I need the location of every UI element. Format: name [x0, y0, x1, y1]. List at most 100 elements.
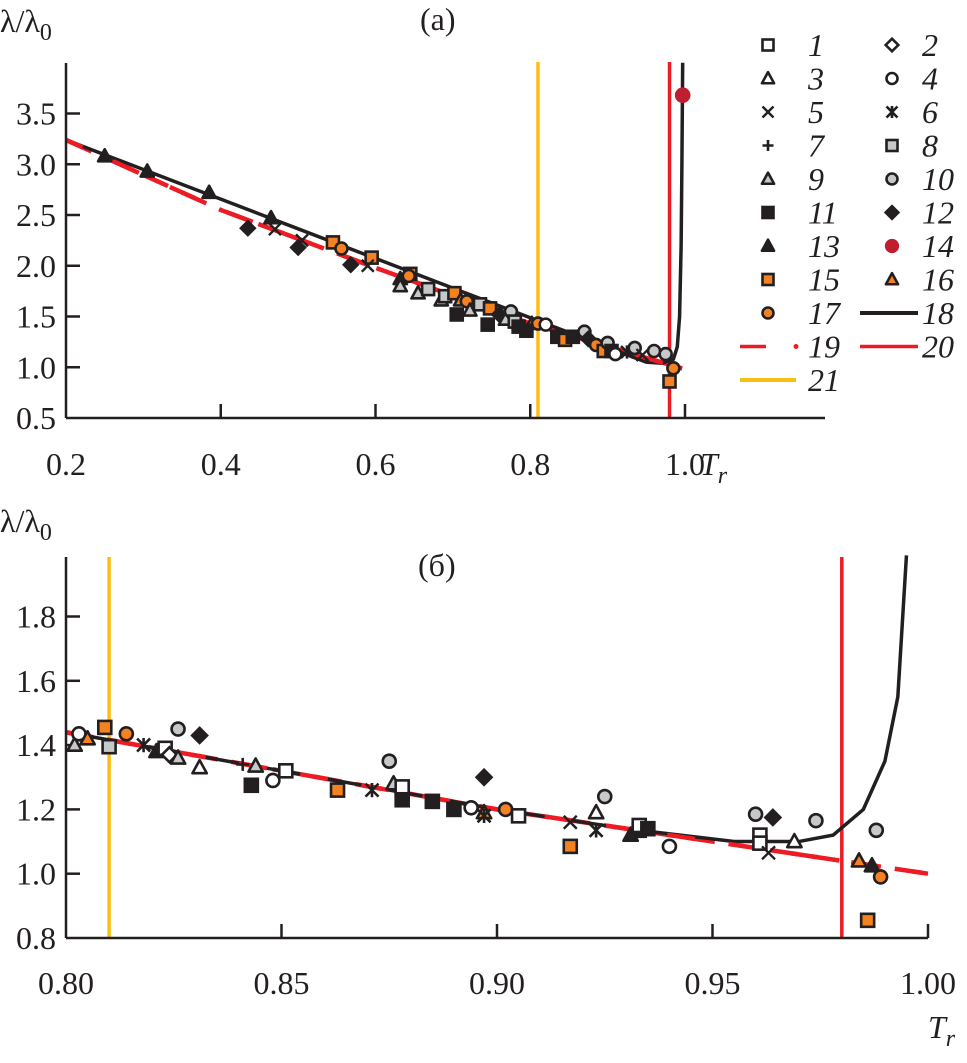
- data-point-series-11: [394, 791, 410, 808]
- legend-marker: [885, 71, 899, 86]
- legend-label: 16: [922, 262, 954, 298]
- data-point-series-1: [278, 763, 294, 779]
- legend-label: 20: [922, 329, 954, 365]
- fit-curve-series-18: [65, 62, 685, 365]
- legend-entry-16: 16: [884, 262, 954, 298]
- legend-marker: [885, 172, 899, 186]
- legend-label: 9: [808, 161, 824, 197]
- legend-marker: [760, 238, 776, 253]
- data-point-series-12: [289, 238, 307, 257]
- data-point-series-11: [480, 317, 495, 332]
- data-point-series-11: [243, 777, 260, 794]
- data-point-series-7: [236, 757, 250, 771]
- data-point-series-12: [342, 255, 360, 274]
- data-point-series-10: [868, 822, 885, 839]
- data-point-series-5: [635, 348, 650, 362]
- data-point-series-6: [476, 808, 492, 824]
- legend-label: 17: [808, 295, 842, 331]
- data-point-series-1: [510, 808, 527, 824]
- legend-label: 10: [922, 161, 954, 197]
- legend-entry-2: 2: [883, 27, 938, 63]
- legend-marker: [883, 36, 901, 54]
- legend-label: 11: [808, 195, 838, 231]
- data-point-series-6: [364, 782, 380, 798]
- data-point-series-12: [763, 808, 783, 827]
- panel-a-ylabel: λ/λ0: [0, 3, 52, 46]
- legend-entry-14: 14: [884, 228, 954, 264]
- data-point-series-5: [295, 233, 309, 248]
- legend-label: 8: [922, 128, 938, 164]
- data-point-series-15: [482, 301, 498, 316]
- panel-a: λ/λ0 (a) 0.5 1.0 1.5 2.0 2.5 3.0 3.5 0.2 0.4 0.6 0…: [0, 1, 954, 489]
- data-point-series-11: [640, 820, 656, 837]
- data-point-series-13: [201, 184, 218, 200]
- y-tick-label: 3.5: [16, 96, 56, 132]
- data-point-series-10: [596, 788, 613, 805]
- x-tick-label: 0.2: [46, 446, 86, 482]
- data-point-series-3: [785, 832, 803, 849]
- legend-marker: [761, 272, 775, 287]
- legend-entry-17: 17: [761, 295, 842, 331]
- panel-b-xlabel: Tr: [928, 1009, 956, 1052]
- data-point-series-13: [96, 147, 113, 163]
- y-tick-label: 2.5: [16, 197, 56, 233]
- data-point-series-4: [661, 838, 678, 855]
- legend-entry-11: 11: [761, 195, 838, 231]
- legend-entry-12: 12: [883, 195, 954, 231]
- panel-b: λ/λ0 (б) 0.8 1.0 1.2 1.4 1.6 1.8 0.80 0.85 0.90 0…: [0, 503, 956, 1052]
- legend-marker: [884, 238, 900, 254]
- legend-label: 5: [808, 94, 824, 130]
- data-point-series-15: [329, 782, 346, 798]
- x-tick-label: 0.90: [469, 965, 525, 1001]
- data-point-series-17: [497, 801, 514, 818]
- x-tick-label: 0.85: [254, 965, 310, 1001]
- y-tick-label: 0.5: [16, 400, 56, 436]
- legend-entry-10: 10: [885, 161, 954, 197]
- data-point-series-10: [808, 812, 824, 829]
- legend-label: 13: [808, 228, 840, 264]
- panel-a-label: (a): [420, 1, 456, 37]
- data-point-series-17: [334, 241, 349, 256]
- legend-entry-6: 6: [885, 94, 938, 130]
- legend-marker: [761, 105, 775, 119]
- y-tick-label: 1.2: [16, 791, 56, 827]
- data-point-series-15: [859, 912, 876, 929]
- legend-label: 15: [808, 262, 840, 298]
- data-point-series-10: [170, 721, 186, 737]
- data-point-series-5: [360, 258, 375, 273]
- x-tick-label: 1.00: [900, 965, 956, 1001]
- data-point-series-14: [674, 87, 691, 104]
- legend-label: 1: [808, 27, 824, 63]
- legend-entry-3: 3: [760, 61, 824, 97]
- data-point-series-5: [761, 845, 776, 861]
- data-point-series-17: [118, 726, 135, 742]
- legend-entry-21: 21: [740, 362, 840, 398]
- data-point-series-8: [101, 738, 117, 755]
- data-point-series-10: [658, 346, 673, 362]
- data-point-series-17: [666, 360, 681, 376]
- legend-entry-8: 8: [885, 128, 938, 164]
- legend-label: 7: [808, 128, 826, 164]
- data-point-series-12: [239, 219, 257, 237]
- data-point-series-11: [424, 793, 441, 810]
- legend-marker: [761, 205, 775, 220]
- data-point-series-1: [394, 779, 410, 795]
- x-tick-label: 0.6: [356, 446, 396, 482]
- legend-label: 12: [922, 195, 954, 231]
- legend-label: 19: [808, 329, 840, 365]
- panel-b-ylabel: λ/λ0: [0, 503, 52, 546]
- data-point-series-9: [247, 757, 265, 773]
- data-point-series-15: [562, 838, 579, 855]
- x-tick-label: 0.95: [685, 965, 741, 1001]
- panel-a-xlabel: Tr: [700, 446, 728, 489]
- x-tick-label: 0.4: [201, 446, 241, 482]
- data-point-series-17: [401, 268, 417, 284]
- data-point-series-10: [747, 806, 764, 823]
- data-point-series-4: [265, 772, 281, 789]
- data-point-series-10: [646, 343, 662, 359]
- data-point-series-3: [587, 803, 605, 820]
- data-point-series-4: [608, 346, 623, 362]
- legend-entry-7: 7: [762, 128, 826, 164]
- y-tick-label: 3.0: [16, 146, 56, 182]
- data-point-series-17: [872, 869, 889, 885]
